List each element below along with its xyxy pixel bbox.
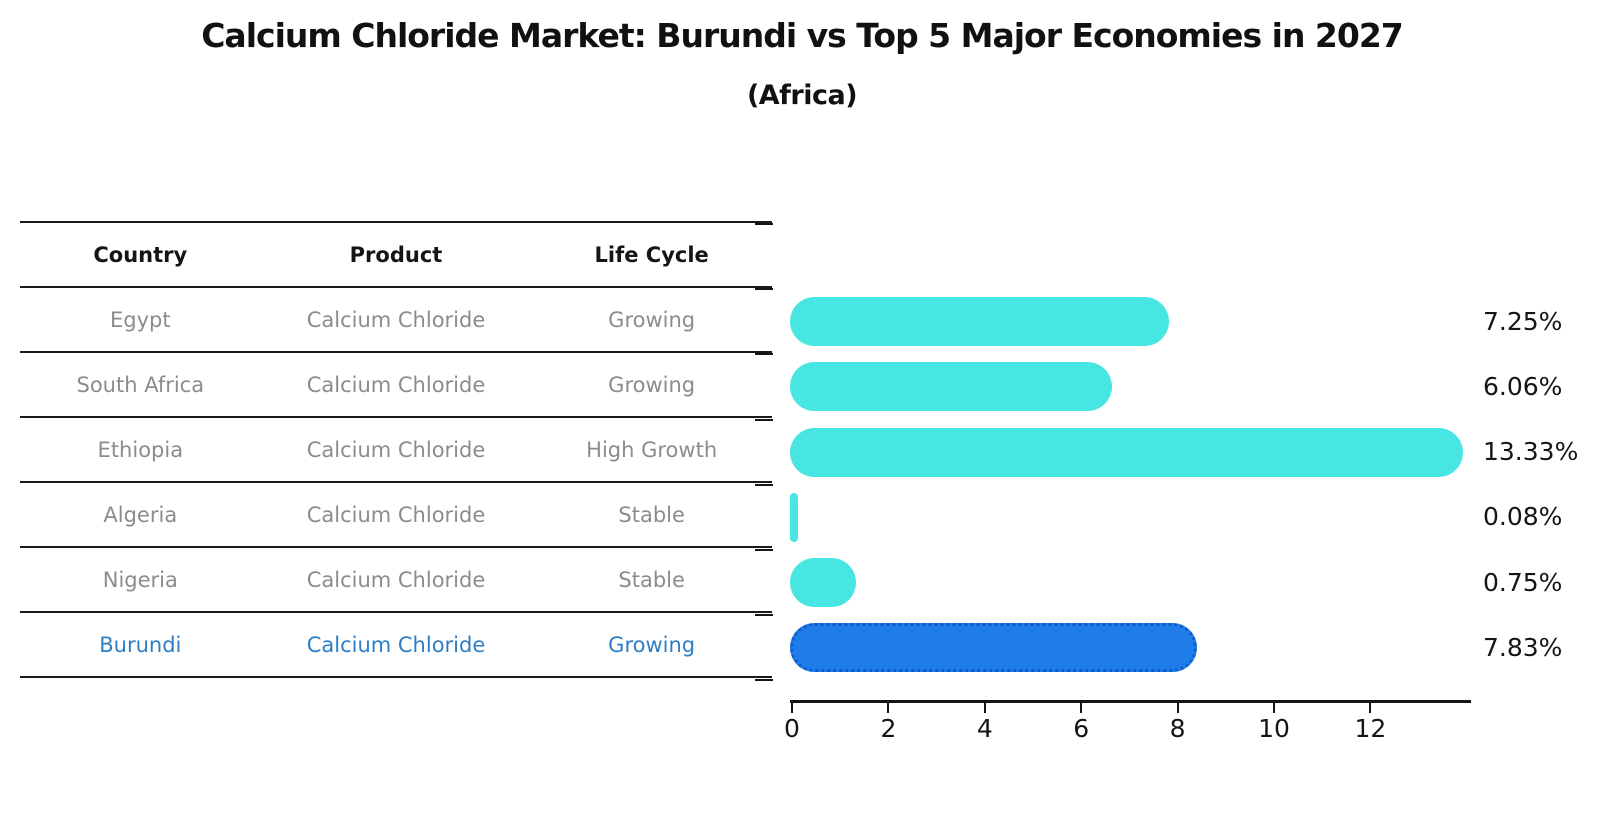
value-label-south-africa: 6.06% (1483, 372, 1563, 401)
cell-product: Calcium Chloride (306, 632, 486, 657)
y-axis-tick (755, 353, 773, 356)
y-axis-tick (755, 483, 773, 486)
y-axis-tick (755, 288, 773, 291)
x-axis-tick-label: 8 (1169, 714, 1186, 743)
bar-south-africa (790, 362, 1113, 412)
table-row-nigeria: Nigeria Calcium Chloride Stable (20, 548, 772, 613)
value-label-ethiopia: 13.33% (1483, 437, 1579, 467)
cell-product: Calcium Chloride (306, 502, 486, 527)
cell-life_cycle: Growing (608, 372, 696, 397)
cell-life_cycle: High Growth (586, 437, 718, 462)
y-axis-tick (755, 679, 773, 682)
cell-life_cycle: Stable (618, 567, 685, 592)
cell-country: Ethiopia (97, 437, 184, 462)
x-axis-line (790, 700, 1471, 703)
cell-product: Calcium Chloride (306, 307, 486, 332)
y-axis-tick (755, 223, 773, 225)
column-header-country: Country (93, 242, 188, 267)
column-header-product: Product (349, 242, 443, 267)
cell-country: South Africa (76, 372, 205, 397)
table-row-egypt: Egypt Calcium Chloride Growing (20, 288, 772, 353)
cell-life_cycle: Stable (618, 502, 685, 527)
cell-country: Algeria (103, 502, 178, 527)
cell-life_cycle: Growing (608, 632, 696, 657)
x-axis-tick-label: 12 (1354, 714, 1387, 743)
bar-egypt (790, 297, 1170, 347)
cell-product: Calcium Chloride (306, 567, 486, 592)
bar-chart: 7.25% 6.06% 13.33% 0.08% 0.75% 7.83% 0 2 4 6 8 10 12 (740, 214, 1604, 814)
y-axis-tick (755, 614, 773, 617)
cell-country: Burundi (99, 632, 182, 657)
x-axis-tick-label: 10 (1258, 714, 1290, 743)
x-axis-tick-label: 2 (880, 714, 897, 743)
x-axis-tick-label: 6 (1073, 714, 1090, 743)
bar-algeria (790, 492, 798, 542)
country-table: Country Product Life Cycle Egypt Calcium … (20, 221, 772, 678)
x-axis-tick (1176, 703, 1179, 713)
cell-product: Calcium Chloride (306, 372, 486, 397)
column-header-life-cycle: Life Cycle (594, 242, 709, 267)
table-row-algeria: Algeria Calcium Chloride Stable (20, 483, 772, 548)
x-axis-tick (1273, 703, 1275, 713)
x-axis-tick (983, 703, 986, 713)
bar-nigeria (790, 558, 857, 607)
x-axis-tick-label: 4 (976, 714, 993, 743)
cell-country: Egypt (110, 307, 171, 332)
table-row-ethiopia: Ethiopia Calcium Chloride High Growth (20, 418, 772, 483)
chart-title: Calcium Chloride Market: Burundi vs Top … (201, 16, 1404, 55)
cell-country: Nigeria (102, 567, 178, 592)
x-axis-tick-label: 0 (784, 714, 800, 743)
y-axis-tick (755, 418, 773, 421)
x-axis-tick (1080, 703, 1083, 713)
x-axis-tick (791, 703, 793, 713)
table-row-south-africa: South Africa Calcium Chloride Growing (20, 353, 772, 418)
bar-burundi (790, 623, 1198, 673)
table-row-burundi: Burundi Calcium Chloride Growing (20, 613, 772, 678)
table-header-row: Country Product Life Cycle (20, 223, 772, 288)
bar-ethiopia (790, 427, 1463, 477)
value-label-nigeria: 0.75% (1483, 567, 1563, 597)
value-label-algeria: 0.08% (1483, 502, 1563, 532)
x-axis-tick (887, 703, 890, 713)
x-axis-tick (1369, 703, 1372, 713)
value-label-burundi: 7.83% (1483, 632, 1563, 662)
chart-subtitle: (Africa) (746, 80, 858, 111)
cell-life_cycle: Growing (608, 307, 696, 332)
y-axis-tick (755, 549, 773, 551)
cell-product: Calcium Chloride (306, 437, 486, 462)
value-label-egypt: 7.25% (1483, 306, 1563, 336)
